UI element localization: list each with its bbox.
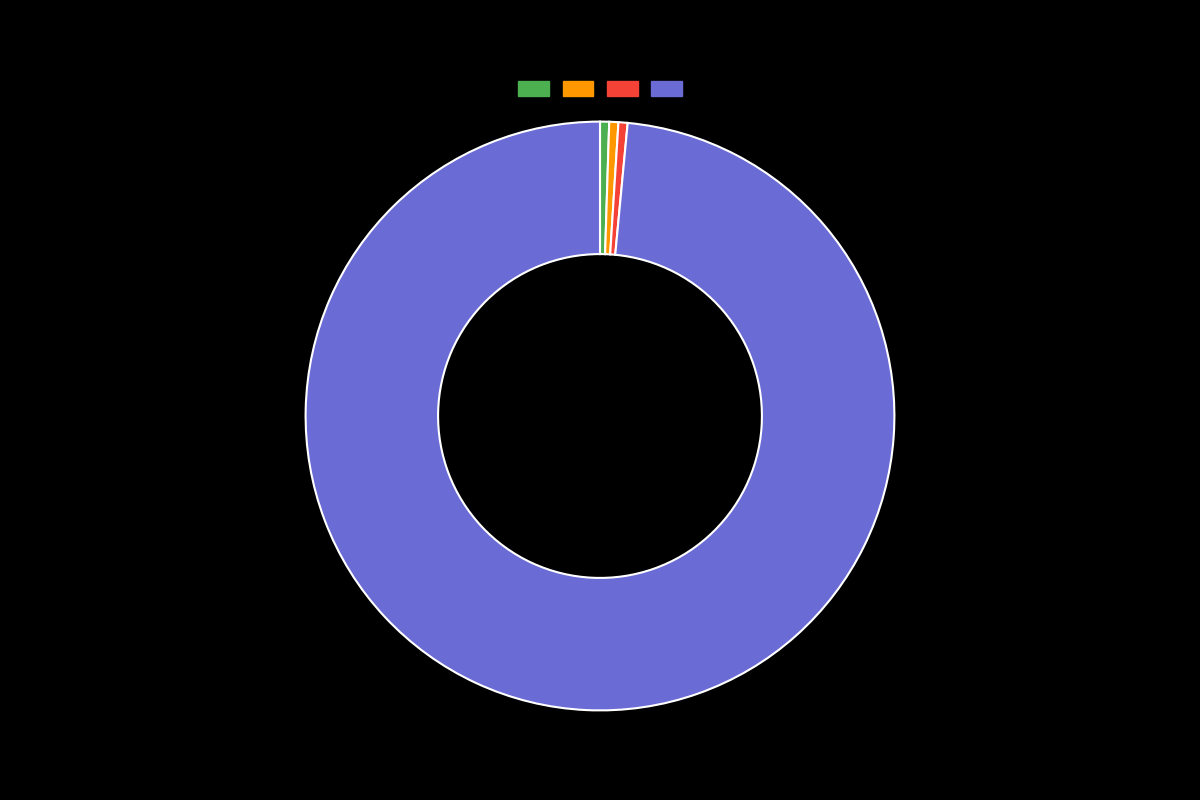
Wedge shape <box>610 122 628 254</box>
Legend: , , , : , , , <box>514 77 686 101</box>
Wedge shape <box>605 122 618 254</box>
Wedge shape <box>600 122 610 254</box>
Wedge shape <box>306 122 894 710</box>
